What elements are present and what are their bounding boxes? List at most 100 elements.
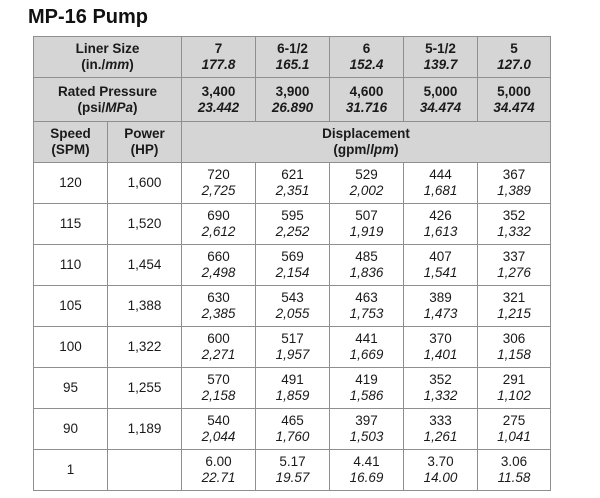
displacement-cell: 543 2,055: [255, 285, 330, 327]
table-row: 105 1,388 630 2,385 543 2,055 463 1,753 389 1,473…: [33, 285, 551, 327]
power-cell: 1,189: [107, 408, 182, 450]
liner-size-cell: 7 177.8: [181, 36, 256, 78]
displacement-cell: 465 1,760: [255, 408, 330, 450]
displacement-cell: 419 1,586: [329, 367, 404, 409]
liner-size-cell: 6-1/2 165.1: [255, 36, 330, 78]
displacement-cell: 291 1,102: [477, 367, 551, 409]
displacement-gpm: 306: [502, 331, 526, 346]
displacement-gpm: 389: [429, 290, 452, 305]
rated-pressure-label-line2: (psi/MPa): [77, 99, 138, 115]
displacement-lpm: 1,102: [497, 388, 531, 403]
displacement-lpm: 2,002: [349, 183, 384, 198]
displacement-gpm: 3.06: [500, 454, 528, 469]
displacement-gpm: 407: [429, 249, 452, 264]
power-cell: 1,388: [107, 285, 182, 327]
displacement-lpm: 1,681: [423, 183, 458, 198]
displacement-lpm: 22.71: [201, 470, 236, 485]
displacement-lpm: 2,154: [275, 265, 310, 280]
power-cell: 1,322: [107, 326, 182, 368]
displacement-lpm: 1,859: [275, 388, 310, 403]
table-row: 1 6.00 22.71 5.17 19.57 4.41 16.69 3.70 14.00 3.0…: [33, 449, 551, 491]
displacement-gpm: 426: [429, 208, 452, 223]
displacement-cell: 337 1,276: [477, 244, 551, 286]
displacement-cell: 407 1,541: [403, 244, 478, 286]
displacement-gpm: 595: [281, 208, 304, 223]
displacement-lpm: 1,753: [349, 306, 384, 321]
displacement-cell: 367 1,389: [477, 162, 551, 204]
displacement-gpm: 621: [281, 167, 304, 182]
displacement-lpm: 1,473: [423, 306, 458, 321]
displacement-cell: 352 1,332: [403, 367, 478, 409]
displacement-cell: 570 2,158: [181, 367, 256, 409]
displacement-lpm: 19.57: [275, 470, 310, 485]
speed-cell: 120: [33, 162, 108, 204]
displacement-gpm: 517: [281, 331, 304, 346]
liner-size-cell: 6 152.4: [329, 36, 404, 78]
page-title: MP-16 Pump: [28, 6, 149, 28]
displacement-gpm: 600: [207, 331, 230, 346]
liner-size-label-line1: Liner Size: [75, 41, 140, 56]
speed-cell: 105: [33, 285, 108, 327]
displacement-cell: 507 1,919: [329, 203, 404, 245]
displacement-gpm: 333: [429, 413, 452, 428]
liner-size-cell: 5 127.0: [477, 36, 551, 78]
rated-pressure-cell: 3,400 23.442: [181, 77, 256, 122]
displacement-cell: 389 1,473: [403, 285, 478, 327]
displacement-gpm: 352: [429, 372, 452, 387]
displacement-lpm: 1,215: [497, 306, 531, 321]
displacement-gpm: 507: [355, 208, 378, 223]
displacement-cell: 569 2,154: [255, 244, 330, 286]
displacement-lpm: 2,351: [275, 183, 310, 198]
displacement-header: Displacement (gpm/lpm): [181, 121, 551, 163]
displacement-gpm: 4.41: [353, 454, 380, 469]
displacement-cell: 540 2,044: [181, 408, 256, 450]
speed-cell: 115: [33, 203, 108, 245]
power-header: Power (HP): [107, 121, 182, 163]
displacement-lpm: 2,385: [201, 306, 236, 321]
displacement-gpm: 370: [429, 331, 452, 346]
displacement-gpm: 321: [502, 290, 526, 305]
displacement-gpm: 540: [207, 413, 230, 428]
displacement-lpm: 1,276: [497, 265, 531, 280]
table-row: 110 1,454 660 2,498 569 2,154 485 1,836 407 1,541…: [33, 244, 551, 286]
power-cell: 1,255: [107, 367, 182, 409]
displacement-gpm: 630: [207, 290, 230, 305]
displacement-cell: 630 2,385: [181, 285, 256, 327]
displacement-cell: 491 1,859: [255, 367, 330, 409]
rated-pressure-cell: 4,600 31.716: [329, 77, 404, 122]
rated-pressure-cell: 3,900 26.890: [255, 77, 330, 122]
displacement-lpm: 1,760: [275, 429, 310, 444]
displacement-gpm: 690: [207, 208, 230, 223]
table-row: 95 1,255 570 2,158 491 1,859 419 1,586 352 1,332 2…: [33, 367, 551, 409]
displacement-gpm: 463: [355, 290, 378, 305]
displacement-cell: 441 1,669: [329, 326, 404, 368]
displacement-cell: 600 2,271: [181, 326, 256, 368]
displacement-cell: 321 1,215: [477, 285, 551, 327]
displacement-lpm: 14.00: [423, 470, 458, 485]
displacement-gpm: 6.00: [205, 454, 232, 469]
displacement-cell: 426 1,613: [403, 203, 478, 245]
displacement-cell: 370 1,401: [403, 326, 478, 368]
power-cell: [107, 449, 182, 491]
speed-cell: 90: [33, 408, 108, 450]
displacement-lpm: 16.69: [349, 470, 384, 485]
rated-pressure-label-line1: Rated Pressure: [57, 83, 158, 99]
displacement-gpm: 352: [502, 208, 526, 223]
displacement-lpm: 1,503: [349, 429, 384, 444]
rated-pressure-cell: 5,000 34.474: [403, 77, 478, 122]
displacement-cell: 6.00 22.71: [181, 449, 256, 491]
speed-cell: 95: [33, 367, 108, 409]
displacement-lpm: 1,957: [275, 347, 310, 362]
displacement-lpm: 1,669: [349, 347, 384, 362]
displacement-gpm: 569: [281, 249, 304, 264]
displacement-lpm: 1,586: [349, 388, 384, 403]
displacement-cell: 517 1,957: [255, 326, 330, 368]
displacement-gpm: 720: [207, 167, 230, 182]
displacement-lpm: 2,612: [201, 224, 236, 239]
displacement-gpm: 660: [207, 249, 230, 264]
table-row: 115 1,520 690 2,612 595 2,252 507 1,919 426 1,613…: [33, 203, 551, 245]
displacement-cell: 275 1,041: [477, 408, 551, 450]
displacement-cell: 5.17 19.57: [255, 449, 330, 491]
